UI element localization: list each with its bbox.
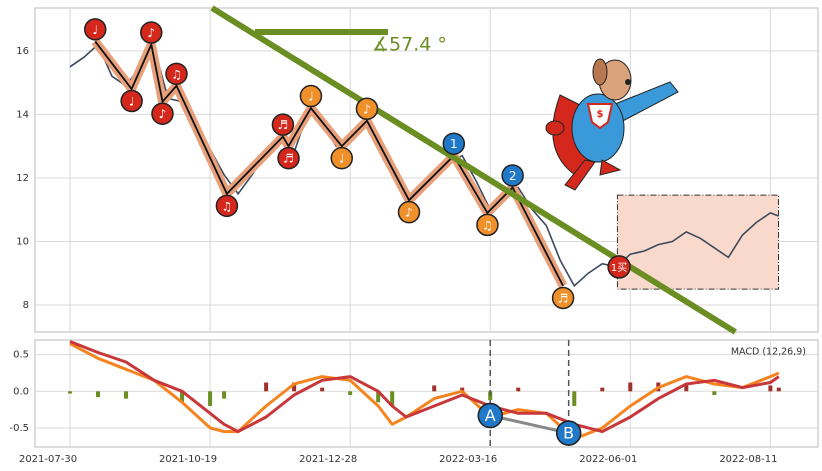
macd-line (69, 340, 780, 434)
emblem: $ (597, 109, 604, 120)
x-tick-label: 2022-03-16 (439, 454, 497, 465)
pivot-marker (501, 164, 524, 187)
y-tick-label: 16 (16, 46, 29, 57)
zigzag-line (94, 40, 564, 287)
pivot-marker (140, 21, 163, 44)
pivot-label: ♩ (129, 95, 135, 109)
pivot-label: ♪ (147, 26, 155, 40)
histogram-bar (124, 391, 129, 399)
data-layer: ♩ ♩ ♪ ♪ ♫ ♫ ♬ ♬ ♩ ♩ ♪ ♪ 1 ♫ 2 ♬ 1买 A B (68, 5, 781, 447)
pivot-label: ♩ (308, 90, 314, 104)
x-tick-label: 2022-06-01 (579, 454, 637, 465)
histogram-bar (572, 391, 577, 406)
pivot-marker (120, 89, 143, 113)
pivot-marker (330, 146, 354, 170)
pivot-label: ♪ (405, 206, 413, 220)
histogram-bar (768, 385, 773, 392)
pivot-marker (299, 84, 323, 108)
y-tick-label: 12 (16, 173, 29, 184)
histogram-bar (516, 387, 521, 392)
annotation-marker (477, 402, 503, 429)
x-tick-label: 2021-07-30 (19, 454, 77, 465)
pivot-marker (476, 213, 499, 237)
pivot-label: ♬ (558, 291, 569, 305)
pivot-label: ♪ (159, 107, 167, 121)
histogram-bar (264, 382, 269, 392)
pivot-marker (271, 113, 295, 136)
histogram-bar (460, 387, 465, 392)
y-tick-label: 14 (16, 109, 29, 120)
buy-marker (607, 255, 631, 279)
pivot-label: ♫ (482, 218, 493, 232)
macd-panel (34, 339, 819, 448)
x-tick-label: 2021-10-19 (159, 454, 217, 465)
pivot-label: 2 (509, 169, 517, 183)
histogram-bar (96, 391, 101, 398)
pivot-marker (551, 286, 575, 310)
histogram-bar (208, 391, 213, 406)
pivot-label: 1 (450, 137, 458, 151)
histogram-bar (376, 391, 381, 403)
x-tick-label: 2022-08-11 (719, 454, 777, 465)
histogram-bar (712, 391, 717, 395)
pivot-marker (355, 97, 379, 121)
y-tick-label: 0.5 (13, 350, 29, 361)
macd-label: MACD (12,26,9) (731, 347, 806, 358)
trend-line (210, 5, 737, 335)
buy-label: 1买 (611, 262, 627, 274)
pivot-label: ♫ (222, 199, 233, 213)
pivot-label: ♬ (283, 152, 294, 166)
histogram-bar (600, 387, 605, 392)
pivot-label: ♬ (278, 118, 289, 132)
pivot-marker (165, 62, 188, 86)
pivot-marker (442, 132, 466, 155)
histogram-bar (776, 387, 781, 392)
pivot-marker (215, 194, 239, 218)
pivot-label: ♩ (92, 23, 98, 37)
histogram-bar (320, 387, 325, 392)
histogram-bar (684, 383, 689, 392)
pivot-label: ♪ (363, 102, 371, 116)
annotation-label: B (563, 424, 574, 443)
annotation-label: A (485, 406, 496, 425)
pivot-label: ♩ (339, 152, 345, 166)
annotation-marker (555, 420, 582, 446)
histogram-bar (390, 391, 395, 406)
x-tick-label: 2021-12-28 (299, 454, 357, 465)
y-tick-label: 0.0 (13, 386, 29, 397)
y-tick-label: 8 (23, 300, 29, 311)
histogram-bar (628, 382, 633, 392)
pivot-marker (397, 200, 421, 224)
histogram-bar (292, 382, 297, 392)
pivot-marker (277, 146, 300, 170)
superhero-illustration: $ (545, 58, 679, 191)
pivot-label: ♫ (171, 67, 182, 81)
y-tick-label: -0.5 (9, 423, 29, 434)
histogram-bar (432, 385, 437, 392)
histogram-bar (222, 391, 227, 399)
pivot-marker (83, 18, 107, 41)
angle-label: ∡57.4 ° (372, 34, 447, 56)
annotation-link (489, 414, 570, 435)
histogram-bar (180, 391, 185, 403)
pivot-marker (151, 102, 174, 125)
histogram-bar (348, 391, 353, 395)
histogram-bar (68, 391, 73, 394)
y-tick-label: 10 (16, 236, 29, 247)
